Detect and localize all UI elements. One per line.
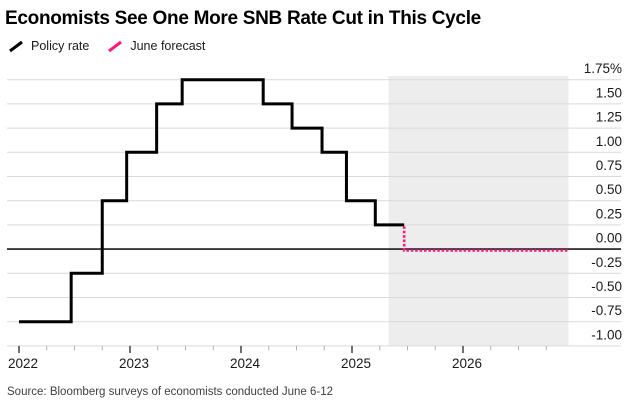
- svg-text:2023: 2023: [119, 356, 149, 371]
- svg-text:2024: 2024: [230, 356, 261, 371]
- svg-text:1.00: 1.00: [596, 134, 622, 149]
- legend-item-june-forecast: June forecast: [107, 39, 205, 53]
- svg-text:1.25: 1.25: [596, 110, 622, 125]
- svg-text:2026: 2026: [452, 356, 482, 371]
- legend-label-policy-rate: Policy rate: [31, 39, 90, 53]
- svg-text:0.00: 0.00: [596, 231, 622, 246]
- svg-text:2025: 2025: [341, 356, 371, 371]
- chart-legend: Policy rate June forecast: [8, 39, 205, 53]
- svg-text:2022: 2022: [8, 356, 38, 371]
- svg-text:-0.75: -0.75: [591, 303, 622, 318]
- svg-text:1.50: 1.50: [596, 85, 622, 100]
- source-note: Source: Bloomberg surveys of economists …: [7, 386, 334, 398]
- svg-text:-1.00: -1.00: [591, 327, 622, 342]
- june-forecast-line-icon: [108, 40, 123, 52]
- svg-text:-0.50: -0.50: [591, 279, 622, 294]
- legend-item-policy-rate: Policy rate: [8, 39, 89, 53]
- svg-text:-0.25: -0.25: [591, 255, 622, 270]
- legend-label-june-forecast: June forecast: [130, 39, 206, 53]
- svg-text:0.75: 0.75: [596, 158, 622, 173]
- svg-text:0.25: 0.25: [596, 206, 622, 221]
- policy-rate-line-icon: [9, 40, 23, 52]
- svg-text:0.50: 0.50: [596, 182, 622, 197]
- svg-text:1.75%: 1.75%: [584, 61, 622, 76]
- chart-title: Economists See One More SNB Rate Cut in …: [5, 8, 481, 29]
